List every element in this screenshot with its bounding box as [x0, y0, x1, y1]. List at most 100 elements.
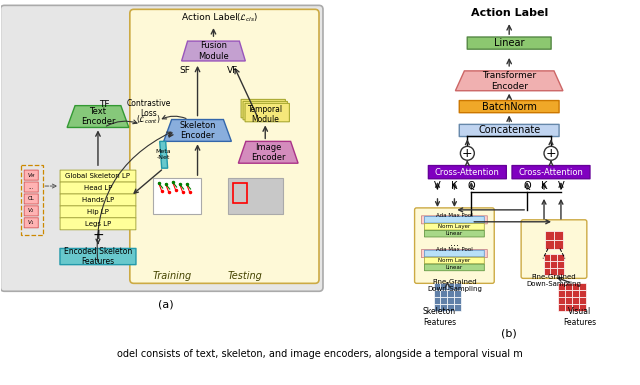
Polygon shape: [238, 141, 298, 163]
FancyBboxPatch shape: [60, 218, 136, 230]
Bar: [572, 297, 579, 304]
Text: Hip LP: Hip LP: [87, 209, 109, 215]
Text: Linear: Linear: [494, 38, 524, 48]
Text: Action Label: Action Label: [182, 13, 237, 22]
Text: ($\mathcal{L}_{cls}$): ($\mathcal{L}_{cls}$): [236, 11, 259, 23]
Text: Fine-Grained
Down-Sampling: Fine-Grained Down-Sampling: [527, 274, 581, 287]
Text: Linear: Linear: [446, 265, 463, 270]
Bar: [565, 283, 572, 290]
Bar: [579, 290, 586, 297]
Bar: [454, 283, 461, 290]
FancyBboxPatch shape: [24, 182, 38, 192]
Bar: [550, 268, 557, 275]
FancyBboxPatch shape: [424, 250, 484, 257]
Bar: [454, 297, 461, 304]
Text: Ada Max Pool: Ada Max Pool: [436, 247, 473, 252]
Text: Head LP: Head LP: [84, 185, 112, 191]
Polygon shape: [456, 71, 563, 91]
Polygon shape: [160, 141, 168, 168]
Bar: [572, 283, 579, 290]
Text: +: +: [462, 147, 473, 160]
Text: Contrastive
Loss: Contrastive Loss: [127, 99, 171, 118]
Bar: [579, 304, 586, 311]
Bar: [433, 297, 440, 304]
Bar: [557, 268, 564, 275]
Text: Linear: Linear: [446, 231, 463, 236]
Bar: [433, 304, 440, 311]
Text: Training: Training: [153, 271, 192, 281]
FancyBboxPatch shape: [24, 194, 38, 204]
FancyBboxPatch shape: [415, 208, 494, 283]
Bar: [554, 239, 563, 249]
FancyBboxPatch shape: [424, 257, 484, 264]
FancyBboxPatch shape: [60, 194, 136, 206]
FancyBboxPatch shape: [460, 100, 559, 113]
Text: CL: CL: [28, 196, 35, 201]
Text: Fusion
Module: Fusion Module: [198, 41, 229, 61]
Bar: [545, 239, 554, 249]
Text: +: +: [92, 228, 104, 242]
FancyBboxPatch shape: [460, 124, 559, 137]
Text: Fine-Grained
Down-Sampling: Fine-Grained Down-Sampling: [427, 279, 482, 292]
Text: VF: VF: [227, 66, 238, 75]
FancyBboxPatch shape: [130, 9, 319, 283]
Text: Concatenate: Concatenate: [478, 126, 540, 136]
FancyBboxPatch shape: [24, 218, 38, 228]
Text: Cross-Attention: Cross-Attention: [518, 167, 584, 177]
Text: Visual
Features: Visual Features: [563, 307, 596, 327]
Bar: [440, 304, 447, 311]
FancyBboxPatch shape: [60, 182, 136, 194]
FancyBboxPatch shape: [424, 264, 484, 271]
Text: $V_1$: $V_1$: [28, 218, 35, 227]
Text: Cross-Attention: Cross-Attention: [435, 167, 500, 177]
Bar: [447, 304, 454, 311]
Text: SF: SF: [179, 66, 190, 75]
Text: Skeleton
Encoder: Skeleton Encoder: [179, 121, 216, 140]
Text: TF: TF: [99, 100, 109, 109]
Bar: [543, 268, 550, 275]
Bar: [234, 183, 247, 203]
Bar: [440, 297, 447, 304]
Text: Encoded Skeleton
Features: Encoded Skeleton Features: [64, 247, 132, 266]
Text: Norm Layer: Norm Layer: [438, 224, 470, 229]
FancyBboxPatch shape: [241, 99, 285, 118]
Text: Legs LP: Legs LP: [85, 221, 111, 227]
Text: $V_2$: $V_2$: [28, 206, 35, 215]
Bar: [433, 283, 440, 290]
Bar: [550, 261, 557, 268]
Bar: [565, 290, 572, 297]
FancyBboxPatch shape: [424, 231, 484, 237]
Text: Global Skeleton LP: Global Skeleton LP: [65, 173, 131, 179]
Bar: [454, 304, 461, 311]
Bar: [557, 254, 564, 261]
FancyBboxPatch shape: [60, 206, 136, 218]
Bar: [447, 290, 454, 297]
FancyBboxPatch shape: [422, 216, 487, 224]
Text: Q: Q: [524, 181, 531, 191]
FancyBboxPatch shape: [228, 178, 283, 214]
FancyBboxPatch shape: [424, 216, 484, 223]
Text: Transformer
Encoder: Transformer Encoder: [482, 71, 536, 90]
Polygon shape: [164, 119, 232, 141]
Bar: [558, 290, 565, 297]
FancyBboxPatch shape: [512, 166, 590, 179]
FancyBboxPatch shape: [245, 104, 289, 122]
Bar: [550, 254, 557, 261]
Text: Hands LP: Hands LP: [82, 197, 114, 203]
FancyBboxPatch shape: [467, 37, 551, 49]
Text: V: V: [434, 181, 441, 191]
Text: Skeleton
Features: Skeleton Features: [423, 307, 456, 327]
Text: K: K: [541, 181, 547, 191]
FancyBboxPatch shape: [422, 249, 487, 258]
Text: Norm Layer: Norm Layer: [438, 258, 470, 263]
Text: Image
Encoder: Image Encoder: [251, 142, 285, 162]
Polygon shape: [182, 41, 245, 61]
FancyBboxPatch shape: [521, 220, 587, 278]
FancyBboxPatch shape: [153, 178, 200, 214]
FancyBboxPatch shape: [24, 170, 38, 180]
Text: Ada Max Pool: Ada Max Pool: [436, 213, 473, 218]
Bar: [543, 254, 550, 261]
Text: Action Label: Action Label: [470, 8, 548, 18]
FancyBboxPatch shape: [428, 166, 506, 179]
Bar: [447, 283, 454, 290]
